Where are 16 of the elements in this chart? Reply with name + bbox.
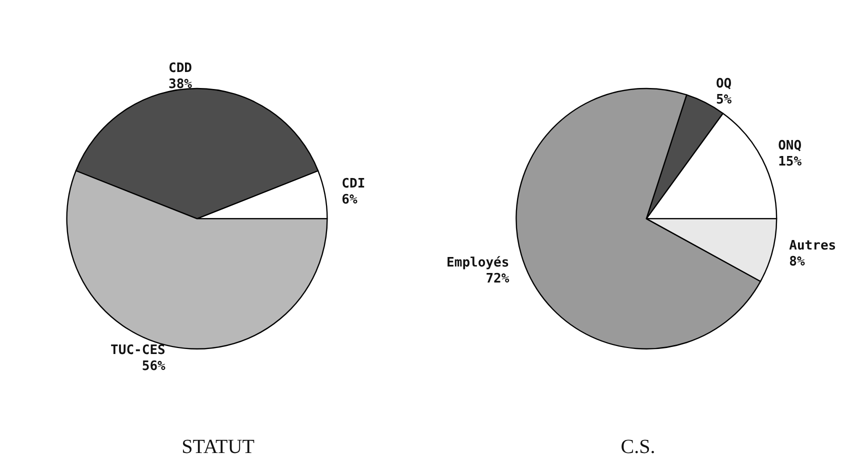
slice-label: CDI <box>342 176 366 192</box>
data-label: 6% <box>342 192 358 208</box>
text: STATUT <box>182 436 254 458</box>
slice-label: Autres <box>789 238 836 254</box>
slice-label: OQ <box>716 76 732 92</box>
data-label: 15% <box>778 154 802 170</box>
data-label: 38% <box>168 76 192 92</box>
text: C.S. <box>620 436 656 458</box>
slice-label: Employés <box>446 256 510 271</box>
data-label: 56% <box>142 358 166 374</box>
slice-label: TUC-CES <box>110 342 166 358</box>
data-label: 8% <box>789 254 805 270</box>
slice-label: ONQ <box>778 138 802 154</box>
data-label: 72% <box>486 272 510 287</box>
slice-label: CDD <box>168 60 192 76</box>
data-label: 5% <box>716 92 732 108</box>
